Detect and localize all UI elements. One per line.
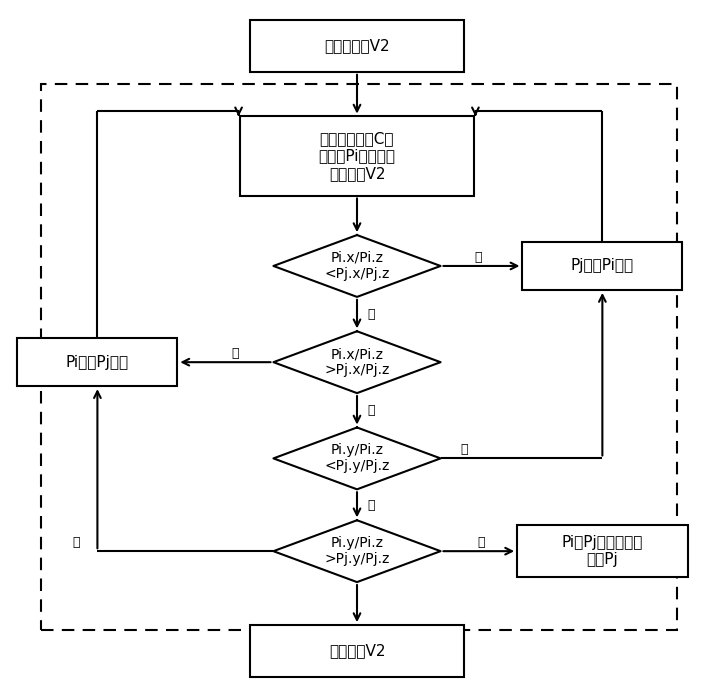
FancyBboxPatch shape xyxy=(523,242,683,290)
Text: 是: 是 xyxy=(72,535,80,549)
Text: 否: 否 xyxy=(368,308,375,321)
Text: 输出容器V2: 输出容器V2 xyxy=(328,643,386,658)
Text: 遗历原始点云C中
每个点Pi，排序后
存入容器V2: 遗历原始点云C中 每个点Pi，排序后 存入容器V2 xyxy=(318,131,396,181)
Text: Pi.x/Pi.z
>Pj.x/Pj.z: Pi.x/Pi.z >Pj.x/Pj.z xyxy=(324,347,390,377)
Text: 否: 否 xyxy=(477,535,485,549)
Text: Pi.y/Pi.z
>Pj.y/Pj.z: Pi.y/Pi.z >Pj.y/Pj.z xyxy=(324,536,390,566)
Text: 是: 是 xyxy=(231,347,238,359)
FancyBboxPatch shape xyxy=(517,525,688,577)
FancyBboxPatch shape xyxy=(17,338,177,386)
Text: 创建空容器V2: 创建空容器V2 xyxy=(324,39,390,54)
FancyBboxPatch shape xyxy=(251,625,463,677)
Text: Pj排在Pi后面: Pj排在Pi后面 xyxy=(570,259,634,273)
Text: Pi和Pj是相同点，
剔除Pj: Pi和Pj是相同点， 剔除Pj xyxy=(562,535,643,567)
Polygon shape xyxy=(273,428,441,489)
FancyBboxPatch shape xyxy=(240,117,474,195)
Text: Pi排在Pj后面: Pi排在Pj后面 xyxy=(66,355,129,370)
Text: 否: 否 xyxy=(368,404,375,417)
Text: Pi.x/Pi.z
<Pj.x/Pj.z: Pi.x/Pi.z <Pj.x/Pj.z xyxy=(324,251,390,281)
FancyBboxPatch shape xyxy=(251,20,463,72)
Text: 否: 否 xyxy=(368,499,375,511)
Text: Pi.y/Pi.z
<Pj.y/Pj.z: Pi.y/Pi.z <Pj.y/Pj.z xyxy=(324,443,390,473)
Polygon shape xyxy=(273,331,441,393)
Text: 是: 是 xyxy=(460,443,468,456)
Polygon shape xyxy=(273,520,441,582)
Text: 是: 是 xyxy=(475,250,483,264)
Polygon shape xyxy=(273,235,441,297)
